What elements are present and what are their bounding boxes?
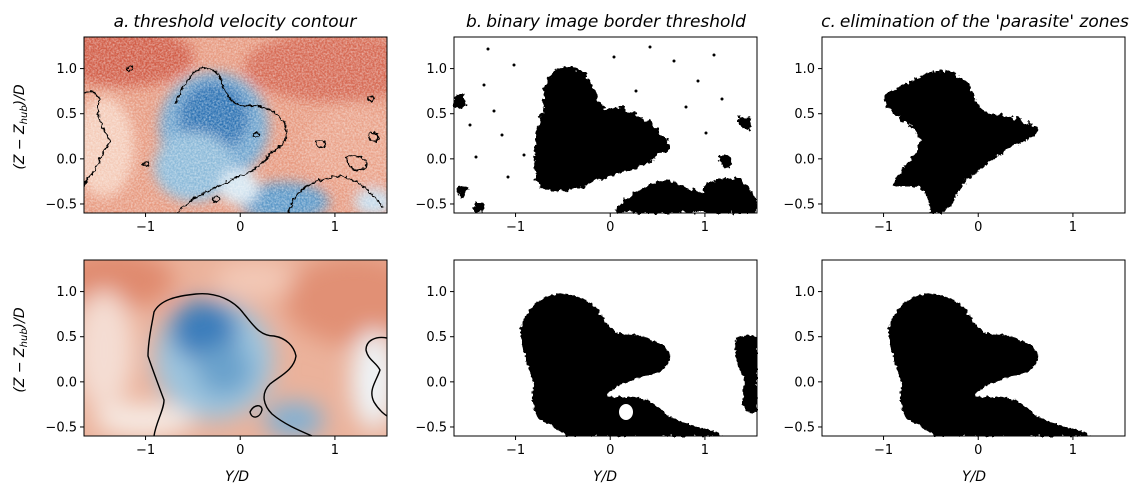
x-tick-label: −1 (874, 220, 893, 235)
y-tick-label: −0.5 (415, 420, 447, 435)
x-tick-label: −1 (874, 443, 893, 458)
x-tick-label: 0 (236, 443, 244, 458)
y-tick-label: 0.0 (426, 152, 447, 167)
x-tick-label: 0 (606, 443, 614, 458)
x-axis-label-c: Y/D (962, 469, 986, 483)
panel-b-top (453, 36, 758, 214)
y-tick-label: −0.5 (415, 197, 447, 212)
y-tick-label: 0.5 (426, 107, 447, 122)
x-tick-label: 1 (331, 220, 339, 235)
x-tick-label: 1 (701, 443, 709, 458)
y-tick-label: 0.5 (56, 330, 77, 345)
y-tick-label: 1.0 (426, 62, 447, 77)
y-tick-label: 0.5 (56, 107, 77, 122)
panel-c-bottom (821, 259, 1126, 437)
axes-layer: −1 0 1 1.0 0.5 0.0 −0.5 −1 0 1 1.0 0.5 0.0 −0.5 −1 0 1 1.… (45, 62, 1077, 458)
y-tick-label: −0.5 (45, 197, 77, 212)
y-tick-label: 0.0 (56, 152, 77, 167)
column-title-c: c. elimination of the 'parasite' zones (821, 12, 1129, 32)
x-tick-label: −1 (136, 220, 155, 235)
x-tick-label: 0 (606, 220, 614, 235)
x-tick-label: −1 (506, 443, 525, 458)
y-tick-label: 1.0 (794, 62, 815, 77)
x-tick-label: 1 (331, 443, 339, 458)
y-tick-label: −0.5 (783, 420, 815, 435)
y-tick-label: 0.5 (426, 330, 447, 345)
x-tick-label: 0 (974, 220, 982, 235)
x-axis-label-b: Y/D (593, 469, 617, 483)
y-tick-label: 0.5 (794, 330, 815, 345)
x-tick-label: 1 (1069, 220, 1077, 235)
y-tick-label: −0.5 (783, 197, 815, 212)
y-axis-label-bottom: (Z − Zhub)/D (12, 307, 30, 392)
y-tick-label: 0.0 (426, 375, 447, 390)
y-axis-label-top: (Z − Zhub)/D (12, 84, 30, 169)
panel-c-top (821, 36, 1126, 214)
x-tick-label: −1 (506, 220, 525, 235)
y-tick-label: 0.0 (794, 375, 815, 390)
y-tick-label: 1.0 (794, 285, 815, 300)
y-tick-label: 1.0 (56, 285, 77, 300)
x-tick-label: 1 (701, 220, 709, 235)
hole-marker (619, 404, 633, 420)
y-tick-label: 1.0 (56, 62, 77, 77)
y-tick-label: −0.5 (45, 420, 77, 435)
y-tick-label: 0.5 (794, 107, 815, 122)
panel-a-top (83, 36, 388, 214)
panel-b-bottom (453, 259, 758, 437)
column-title-b: b. binary image border threshold (466, 12, 746, 32)
x-tick-label: 0 (236, 220, 244, 235)
y-tick-label: 0.0 (794, 152, 815, 167)
x-axis-label-a: Y/D (225, 469, 249, 483)
x-tick-label: −1 (136, 443, 155, 458)
x-tick-label: 1 (1069, 443, 1077, 458)
x-tick-label: 0 (974, 443, 982, 458)
column-title-a: a. threshold velocity contour (114, 12, 358, 32)
y-tick-label: 0.0 (56, 375, 77, 390)
panel-a-bottom (83, 259, 388, 437)
y-tick-label: 1.0 (426, 285, 447, 300)
